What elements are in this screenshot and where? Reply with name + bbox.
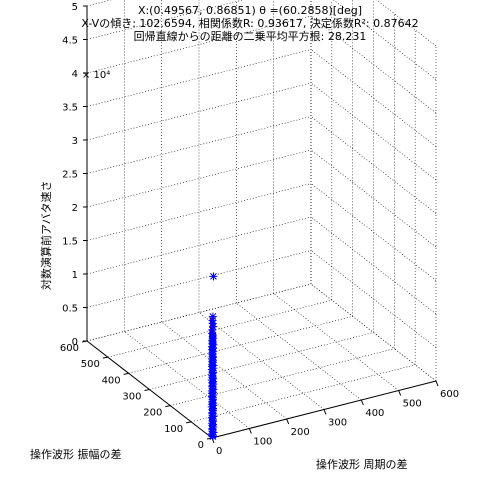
x-axis-label: 操作波形 周期の差: [316, 457, 408, 471]
grid-line: [170, 348, 395, 406]
data-point: [209, 272, 218, 281]
y-axis-label: 操作波形 振幅の差: [30, 447, 122, 461]
x-tick-mark: [435, 380, 439, 387]
z-tick-label: 4: [72, 69, 78, 80]
grid-layer: [86, 0, 437, 439]
grid-line: [149, 332, 374, 390]
grid-line: [86, 49, 312, 107]
grid-line: [161, 321, 287, 420]
grid-line: [86, 15, 312, 74]
y-tick-label: 500: [81, 359, 100, 370]
x-tick-mark: [248, 428, 252, 434]
z-tick-label: 2: [72, 203, 78, 214]
y-tick-label: 300: [122, 392, 141, 403]
grid-line: [86, 250, 312, 308]
data-layer: [207, 272, 218, 441]
z-tick-label: 1.5: [62, 237, 78, 248]
y-tick-label: 100: [164, 424, 183, 435]
grid-line: [86, 216, 312, 275]
x-tick-mark: [286, 418, 290, 425]
grid-line: [310, 149, 437, 248]
ticks-layer: 0100200300400500600010020030040050060000…: [60, 2, 459, 457]
y-tick-label: 400: [102, 375, 121, 386]
chart-title-line-2: X-Vの傾き: 102.6594, 相関係数R: 0.93617, 決定係数R²…: [81, 16, 418, 30]
x-tick-label: 600: [440, 389, 459, 400]
z-tick-label: 1: [72, 270, 78, 281]
axes-layer: [86, 6, 437, 439]
grid-line: [86, 82, 312, 141]
y-tick-label: 600: [60, 343, 79, 354]
grid-line: [198, 312, 325, 410]
z-axis-label: 対数演算前アバタ速さ: [39, 180, 53, 290]
x-tick-mark: [323, 409, 327, 415]
grid-line: [86, 283, 312, 342]
data-point: [208, 316, 217, 325]
chart-title-line-3: 回帰直線からの距離の二乗平均平方根: 28.231: [134, 29, 367, 43]
x-tick-label: 200: [291, 427, 310, 438]
z-tick-label: 3: [72, 136, 78, 147]
x-tick-mark: [398, 390, 402, 396]
y-tick-mark: [186, 421, 192, 424]
data-point: [209, 432, 218, 441]
z-tick-label: 2.5: [62, 170, 78, 181]
grid-line: [191, 364, 416, 423]
y-tick-mark: [102, 356, 108, 359]
x-tick-label: 400: [365, 408, 384, 419]
y-tick-label: 200: [143, 408, 162, 419]
z-tick-label: 4.5: [62, 36, 78, 47]
grid-line: [236, 302, 362, 401]
x-tick-mark: [360, 399, 364, 406]
z-tick-label: 5: [72, 2, 78, 13]
x-tick-label: 300: [328, 418, 347, 429]
y-tick-label: 0: [198, 440, 204, 451]
grid-line: [107, 299, 332, 358]
grid-line: [128, 316, 353, 374]
y-tick-mark: [144, 389, 150, 391]
z-tick-label: 3.5: [62, 103, 78, 114]
grid-line: [86, 116, 312, 174]
x-tick-label: 0: [216, 446, 222, 457]
z-tick-label: 0.5: [62, 304, 78, 315]
y-tick-mark: [165, 405, 171, 408]
z-tick-label: 0: [72, 337, 78, 348]
grid-line: [86, 183, 312, 241]
grid-line: [86, 149, 312, 208]
x-tick-label: 100: [253, 437, 272, 448]
y-tick-mark: [123, 372, 129, 375]
x-tick-label: 500: [403, 399, 422, 410]
chart-title-line-1: X:(0.49567, 0.86851) θ =(60.2858)[deg]: [138, 4, 362, 17]
z-exponent-label: × 10⁴: [82, 70, 110, 81]
